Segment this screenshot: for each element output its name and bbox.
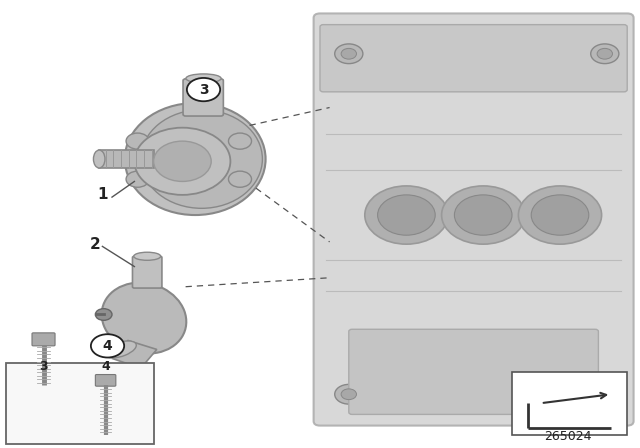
FancyBboxPatch shape (95, 375, 116, 386)
Circle shape (335, 384, 363, 404)
Circle shape (335, 44, 363, 64)
Ellipse shape (93, 150, 105, 168)
Polygon shape (99, 150, 154, 168)
Ellipse shape (134, 252, 161, 260)
FancyBboxPatch shape (132, 256, 162, 288)
Circle shape (597, 389, 612, 400)
Ellipse shape (102, 283, 186, 353)
Circle shape (597, 48, 612, 59)
FancyBboxPatch shape (32, 333, 55, 346)
FancyBboxPatch shape (314, 13, 634, 426)
Circle shape (91, 334, 124, 358)
FancyBboxPatch shape (183, 79, 223, 116)
Text: 2: 2 (90, 237, 100, 252)
Circle shape (228, 171, 252, 187)
Circle shape (591, 44, 619, 64)
Text: 4: 4 (101, 360, 110, 373)
Text: 4: 4 (102, 339, 113, 353)
Ellipse shape (125, 103, 266, 215)
FancyBboxPatch shape (349, 329, 598, 414)
FancyBboxPatch shape (320, 25, 627, 92)
Circle shape (378, 195, 435, 235)
Text: 3: 3 (39, 360, 48, 373)
Circle shape (154, 141, 211, 181)
FancyBboxPatch shape (512, 372, 627, 435)
Ellipse shape (186, 74, 221, 83)
Circle shape (365, 186, 448, 244)
FancyBboxPatch shape (6, 363, 154, 444)
Ellipse shape (141, 110, 262, 208)
Circle shape (531, 195, 589, 235)
Circle shape (126, 171, 149, 187)
Circle shape (341, 389, 356, 400)
Circle shape (591, 384, 619, 404)
Circle shape (442, 186, 525, 244)
Circle shape (95, 309, 112, 320)
Circle shape (134, 128, 230, 195)
Text: 3: 3 (198, 82, 209, 97)
Text: 1: 1 (97, 187, 108, 202)
Circle shape (228, 133, 252, 149)
Circle shape (341, 48, 356, 59)
Circle shape (454, 195, 512, 235)
Polygon shape (112, 340, 157, 368)
Circle shape (187, 78, 220, 101)
Circle shape (518, 186, 602, 244)
Ellipse shape (104, 341, 136, 358)
Circle shape (126, 133, 149, 149)
Text: 265024: 265024 (545, 430, 592, 443)
